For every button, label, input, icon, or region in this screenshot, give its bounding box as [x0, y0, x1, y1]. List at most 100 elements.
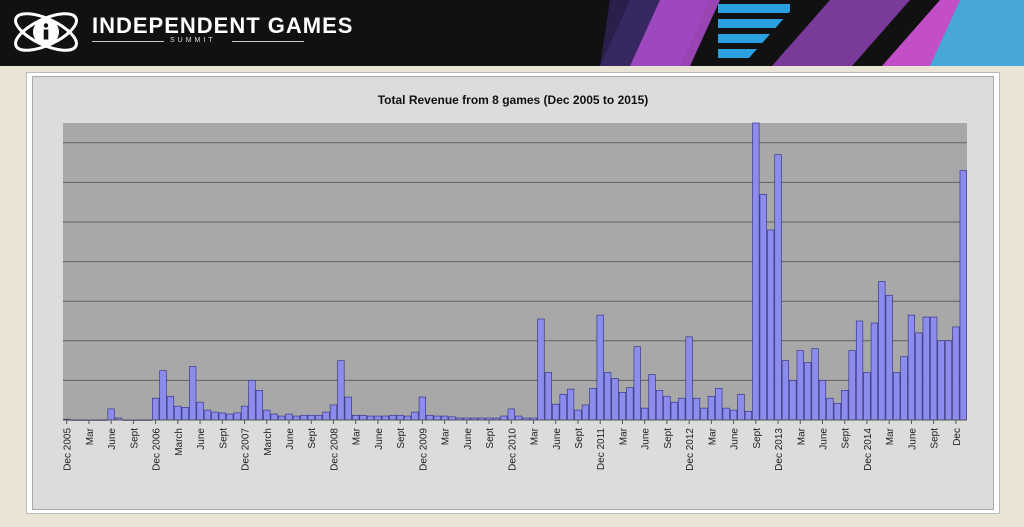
x-tick-label: June	[552, 428, 563, 450]
x-tick-label: Sept	[396, 428, 407, 449]
bar	[774, 154, 782, 421]
bar	[670, 401, 678, 421]
x-tick-label: June	[196, 428, 207, 450]
bar	[544, 372, 552, 421]
x-tick-label: Dec	[952, 428, 963, 446]
brand-subtitle: SUMMIT	[170, 37, 216, 44]
x-tick-labels: Dec 2005 Mar June Sept Dec 2006 March June Sept…	[63, 420, 963, 471]
brand-title: INDEPENDENT GAMES	[92, 13, 354, 38]
bar	[418, 396, 426, 421]
bar-series	[63, 122, 967, 421]
x-tick-label: Sept	[663, 428, 674, 449]
bar	[411, 411, 419, 421]
bar	[944, 340, 953, 421]
x-tick-label: March	[174, 428, 185, 456]
bar	[389, 414, 397, 421]
x-tick-label: March	[263, 428, 274, 456]
bar	[796, 350, 804, 421]
bar	[500, 415, 508, 421]
bar	[922, 316, 930, 421]
bar	[663, 395, 671, 421]
brand-rule-right	[232, 41, 304, 42]
bar	[618, 391, 627, 421]
bar	[759, 193, 767, 421]
bar	[218, 412, 226, 421]
bar	[767, 229, 775, 421]
bar	[440, 415, 449, 421]
bar	[307, 414, 315, 421]
bar	[277, 415, 286, 421]
bar	[255, 389, 263, 421]
bar	[396, 414, 404, 421]
bar	[107, 408, 115, 421]
x-tick-label: Dec 2012	[685, 428, 696, 471]
bar	[315, 414, 323, 421]
bar	[433, 415, 441, 421]
bar	[285, 413, 293, 421]
x-tick-label: June	[374, 428, 385, 450]
bar	[848, 350, 856, 421]
bar	[337, 360, 345, 421]
x-tick-label: June	[907, 428, 918, 450]
bar	[403, 415, 412, 421]
x-tick-label: Dec 2005	[63, 428, 74, 471]
bar	[648, 374, 656, 421]
bar	[952, 326, 960, 421]
x-tick-label: Dec 2007	[241, 428, 252, 471]
bar	[189, 366, 197, 421]
x-tick-label: Mar	[707, 427, 718, 445]
plot-area	[63, 123, 967, 420]
revenue-bar-chart: Dec 2005 Mar June Sept Dec 2006 March June Sept…	[63, 93, 967, 471]
bar	[715, 388, 723, 421]
x-tick-label: Dec 2008	[329, 428, 340, 471]
x-tick-label: Sept	[218, 428, 229, 449]
bar	[907, 314, 916, 421]
bar	[818, 380, 827, 421]
bar	[329, 404, 338, 421]
bar	[626, 387, 634, 421]
bar	[937, 340, 945, 421]
atom-i-logo-icon	[14, 12, 78, 52]
bar	[781, 360, 790, 421]
bar	[700, 407, 708, 421]
bar	[878, 281, 886, 421]
x-tick-label: June	[285, 428, 296, 450]
x-tick-label: Mar	[85, 427, 96, 445]
header-banner: INDEPENDENT GAMES SUMMIT	[0, 0, 1024, 66]
bar	[196, 401, 204, 421]
bar	[166, 395, 175, 421]
bar	[729, 409, 738, 421]
bar	[248, 380, 256, 421]
bar	[930, 316, 938, 421]
bar	[744, 410, 753, 421]
x-tick-label: Sept	[129, 428, 140, 449]
bar	[596, 314, 604, 421]
bar	[233, 412, 241, 421]
bar	[752, 122, 760, 421]
bar	[515, 415, 523, 421]
bar	[855, 320, 864, 421]
bar	[152, 397, 160, 421]
bar	[352, 414, 360, 421]
bar	[655, 389, 664, 421]
x-tick-label: Mar	[885, 427, 896, 445]
bar	[426, 414, 434, 421]
bar	[507, 408, 515, 421]
x-tick-label: Mar	[796, 427, 807, 445]
x-tick-label: Sept	[752, 428, 763, 449]
bar	[381, 415, 389, 421]
bar	[885, 294, 893, 421]
x-tick-label: Mar	[530, 427, 541, 445]
bar	[737, 393, 745, 421]
x-tick-label: Mar	[618, 427, 629, 445]
x-tick-label: Sept	[574, 428, 585, 449]
x-tick-label: June	[107, 428, 118, 450]
bar	[559, 393, 567, 421]
banner-decoration	[600, 0, 1024, 66]
bar	[633, 346, 641, 421]
bar	[678, 397, 686, 421]
bar	[181, 407, 189, 421]
bar	[722, 407, 730, 421]
bar	[374, 415, 382, 421]
bar	[870, 322, 878, 421]
